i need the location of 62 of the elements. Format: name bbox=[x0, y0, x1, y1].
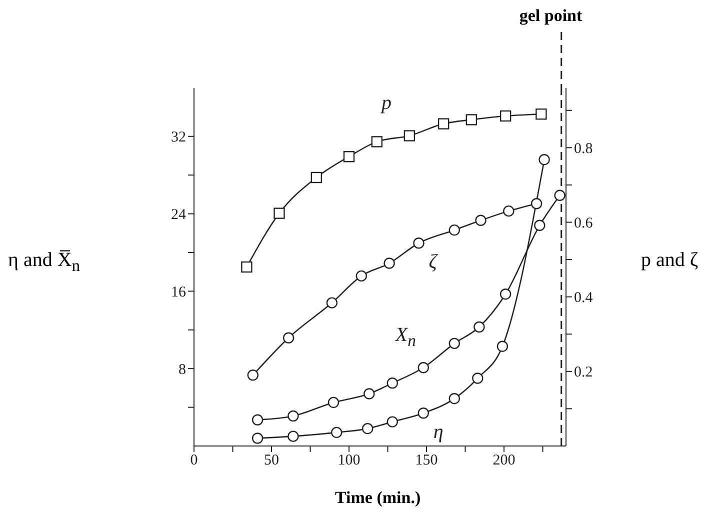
y-tick-label: 32 bbox=[171, 130, 186, 146]
point bbox=[288, 430, 299, 442]
point bbox=[536, 108, 547, 120]
point bbox=[331, 426, 342, 438]
point bbox=[310, 172, 322, 184]
point bbox=[472, 372, 484, 384]
point bbox=[418, 362, 429, 374]
series-label: p bbox=[381, 92, 392, 115]
point bbox=[252, 414, 264, 426]
point bbox=[413, 238, 424, 249]
x-tick-label: 0 bbox=[190, 452, 198, 469]
point bbox=[438, 118, 450, 130]
point bbox=[418, 408, 429, 419]
series-label: X$_{n}$ bbox=[395, 324, 416, 351]
y2-tick-label: 0.4 bbox=[574, 290, 594, 306]
point bbox=[274, 208, 285, 219]
point bbox=[326, 297, 338, 308]
point bbox=[282, 332, 294, 344]
y-axis-title: η and X̅$_{n}$ bbox=[8, 249, 80, 276]
point bbox=[247, 370, 258, 381]
point bbox=[386, 378, 398, 389]
x-tick-label: 150 bbox=[415, 452, 438, 469]
x-tick-label: 100 bbox=[338, 452, 360, 469]
point bbox=[500, 288, 512, 300]
point bbox=[288, 410, 299, 422]
point bbox=[503, 205, 514, 217]
point bbox=[343, 151, 355, 162]
point bbox=[371, 136, 382, 148]
y-tick-label: 16 bbox=[171, 284, 186, 301]
point bbox=[252, 432, 264, 444]
point bbox=[530, 198, 542, 210]
y2-tick-label: 0.8 bbox=[574, 140, 593, 157]
point bbox=[466, 114, 478, 126]
y-tick-label: 24 bbox=[171, 207, 186, 224]
point bbox=[404, 130, 416, 142]
y2-tick-label: 0.6 bbox=[574, 216, 594, 232]
point bbox=[386, 416, 398, 428]
point bbox=[474, 321, 485, 333]
point bbox=[500, 110, 512, 122]
point bbox=[241, 261, 252, 273]
point bbox=[328, 396, 340, 408]
point bbox=[356, 270, 367, 282]
point bbox=[448, 224, 460, 236]
x-tick-label: 200 bbox=[492, 452, 516, 469]
series-label: ζ bbox=[428, 251, 437, 274]
point bbox=[475, 214, 486, 226]
ref-line-label: gel point bbox=[519, 6, 582, 26]
y2-axis-title: p and ζ bbox=[641, 249, 698, 272]
y-tick-label: 8 bbox=[178, 362, 186, 378]
point bbox=[496, 340, 508, 352]
point bbox=[448, 392, 460, 404]
point bbox=[362, 422, 374, 434]
point bbox=[534, 220, 546, 231]
x-axis-title: Time (min.) bbox=[335, 488, 421, 508]
series-label: η bbox=[433, 421, 444, 444]
point bbox=[538, 154, 550, 166]
y2-tick-label: 0.2 bbox=[574, 364, 593, 381]
point bbox=[448, 338, 460, 350]
x-tick-label: 50 bbox=[264, 452, 279, 469]
point bbox=[554, 190, 566, 201]
point bbox=[384, 258, 395, 269]
point bbox=[364, 388, 375, 400]
